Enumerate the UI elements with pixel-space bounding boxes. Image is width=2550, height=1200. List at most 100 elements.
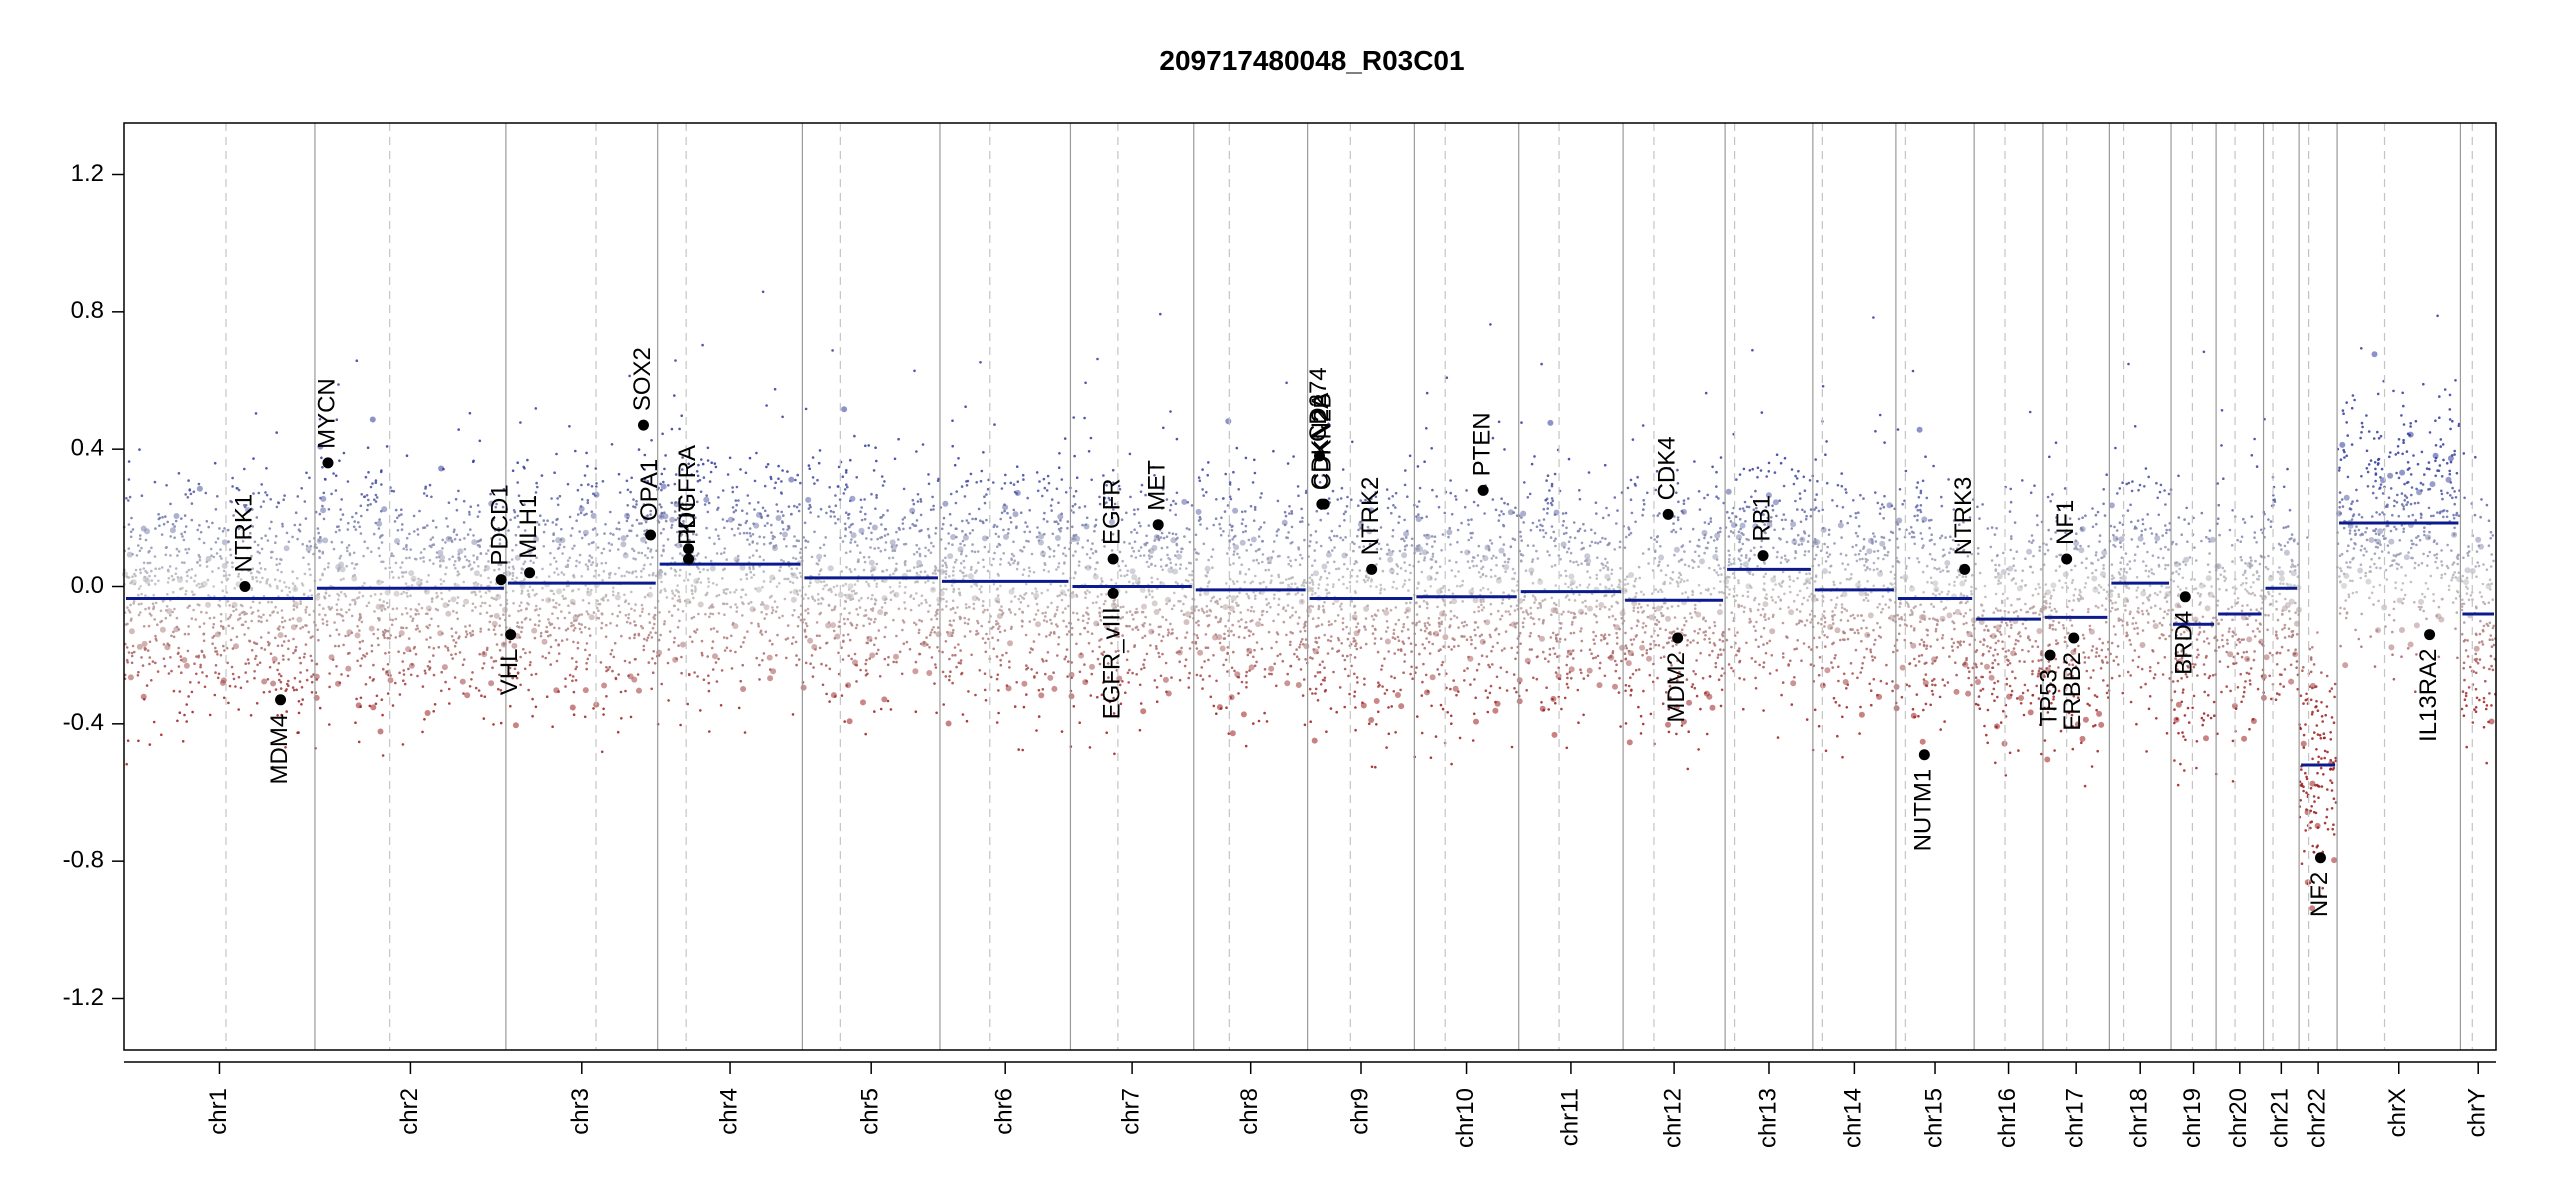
probe-point (1056, 625, 1059, 628)
probe-point (1247, 568, 1251, 571)
probe-point (444, 680, 447, 684)
probe-point (941, 559, 945, 562)
probe-point (666, 661, 670, 665)
probe-point (850, 538, 853, 541)
probe-point (241, 526, 244, 529)
probe-point (695, 628, 699, 631)
probe-point (301, 625, 305, 629)
probe-point (157, 579, 160, 583)
probe-point (831, 349, 834, 352)
probe-point (384, 652, 387, 655)
probe-point (144, 528, 150, 535)
probe-point (357, 521, 360, 524)
probe-point (348, 603, 352, 606)
probe-point (219, 612, 223, 616)
probe-point (390, 554, 393, 558)
probe-point (823, 584, 826, 588)
probe-point (664, 589, 667, 593)
probe-point (904, 585, 907, 589)
probe-point (556, 616, 560, 620)
probe-point (1171, 631, 1174, 635)
probe-point (496, 594, 499, 597)
probe-point (1323, 633, 1326, 637)
probe-point (352, 525, 356, 529)
probe-point (1139, 702, 1143, 705)
probe-point (1290, 510, 1293, 513)
probe-point (1252, 722, 1255, 725)
probe-point (1078, 721, 1081, 724)
probe-point (432, 710, 436, 713)
probe-point (804, 635, 808, 639)
probe-point (244, 662, 247, 665)
probe-point (310, 659, 314, 662)
probe-point (617, 604, 621, 608)
probe-point (1049, 504, 1053, 507)
probe-point (832, 629, 836, 633)
probe-point (447, 537, 451, 540)
probe-point (264, 534, 267, 537)
probe-point (901, 518, 905, 521)
probe-point (1344, 510, 1347, 513)
probe-point (664, 454, 667, 457)
probe-point (558, 494, 562, 498)
probe-point (476, 515, 480, 518)
probe-point (498, 624, 502, 627)
probe-point (1035, 671, 1039, 675)
probe-point (953, 646, 957, 649)
probe-point (1283, 523, 1287, 527)
probe-point (931, 572, 935, 575)
probe-point (893, 593, 897, 597)
probe-point (714, 661, 718, 664)
probe-point (688, 635, 692, 639)
probe-point (1239, 611, 1242, 614)
probe-point (1249, 504, 1253, 508)
probe-point (712, 653, 718, 660)
probe-point (1234, 534, 1237, 538)
probe-point (688, 673, 691, 677)
probe-point (1014, 490, 1021, 496)
probe-point (498, 538, 502, 541)
probe-point (202, 632, 205, 636)
probe-point (404, 570, 408, 574)
probe-point (339, 590, 343, 594)
probe-point (511, 589, 515, 593)
probe-point (396, 529, 400, 532)
probe-point (124, 623, 128, 626)
probe-point (1161, 635, 1165, 638)
probe-point (154, 567, 157, 570)
probe-point (1321, 604, 1325, 608)
probe-point (229, 638, 233, 642)
probe-point (675, 542, 682, 549)
probe-point (640, 603, 644, 607)
probe-point (702, 476, 706, 479)
probe-point (426, 626, 430, 630)
probe-point (351, 515, 354, 519)
probe-point (1012, 561, 1015, 565)
probe-point (391, 607, 395, 611)
probe-point (916, 565, 919, 568)
probe-point (274, 688, 278, 691)
probe-point (545, 625, 549, 629)
probe-point (902, 487, 906, 491)
probe-point (1252, 519, 1256, 522)
probe-point (908, 569, 912, 572)
probe-point (636, 673, 640, 676)
probe-point (360, 657, 364, 660)
probe-point (928, 633, 932, 637)
probe-point (1312, 648, 1315, 651)
probe-point (571, 675, 575, 678)
probe-point (1047, 481, 1051, 485)
probe-point (525, 607, 528, 611)
probe-point (1131, 613, 1134, 617)
probe-point (785, 577, 788, 581)
probe-point (1286, 604, 1290, 607)
probe-point (407, 637, 411, 640)
probe-point (471, 602, 475, 605)
probe-point (1044, 611, 1047, 614)
probe-point (1006, 532, 1010, 535)
probe-point (813, 599, 817, 602)
probe-point (701, 462, 705, 466)
probe-point (1074, 572, 1077, 575)
probe-point (736, 527, 740, 530)
probe-point (1392, 632, 1396, 635)
